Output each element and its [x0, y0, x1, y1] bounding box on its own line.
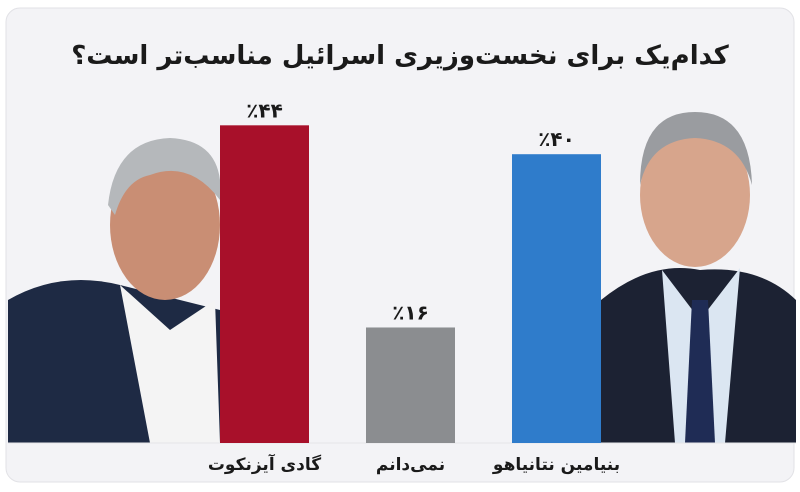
value-label: ٪۴۰	[538, 127, 575, 151]
value-label: ٪۱۶	[392, 300, 429, 324]
bar	[220, 125, 309, 443]
bar	[512, 154, 601, 443]
bar	[366, 327, 455, 443]
category-label: نمی‌دانم	[376, 455, 445, 475]
value-label: ٪۴۴	[246, 98, 283, 122]
chart-title: کدام‌یک برای نخست‌وزیری اسرائیل مناسب‌تر…	[71, 41, 729, 71]
category-label: گادی آیزنکوت	[208, 453, 321, 475]
category-label: بنیامین نتانیاهو	[492, 455, 620, 475]
left-person-photo	[8, 138, 220, 443]
right-person-photo	[601, 112, 796, 443]
